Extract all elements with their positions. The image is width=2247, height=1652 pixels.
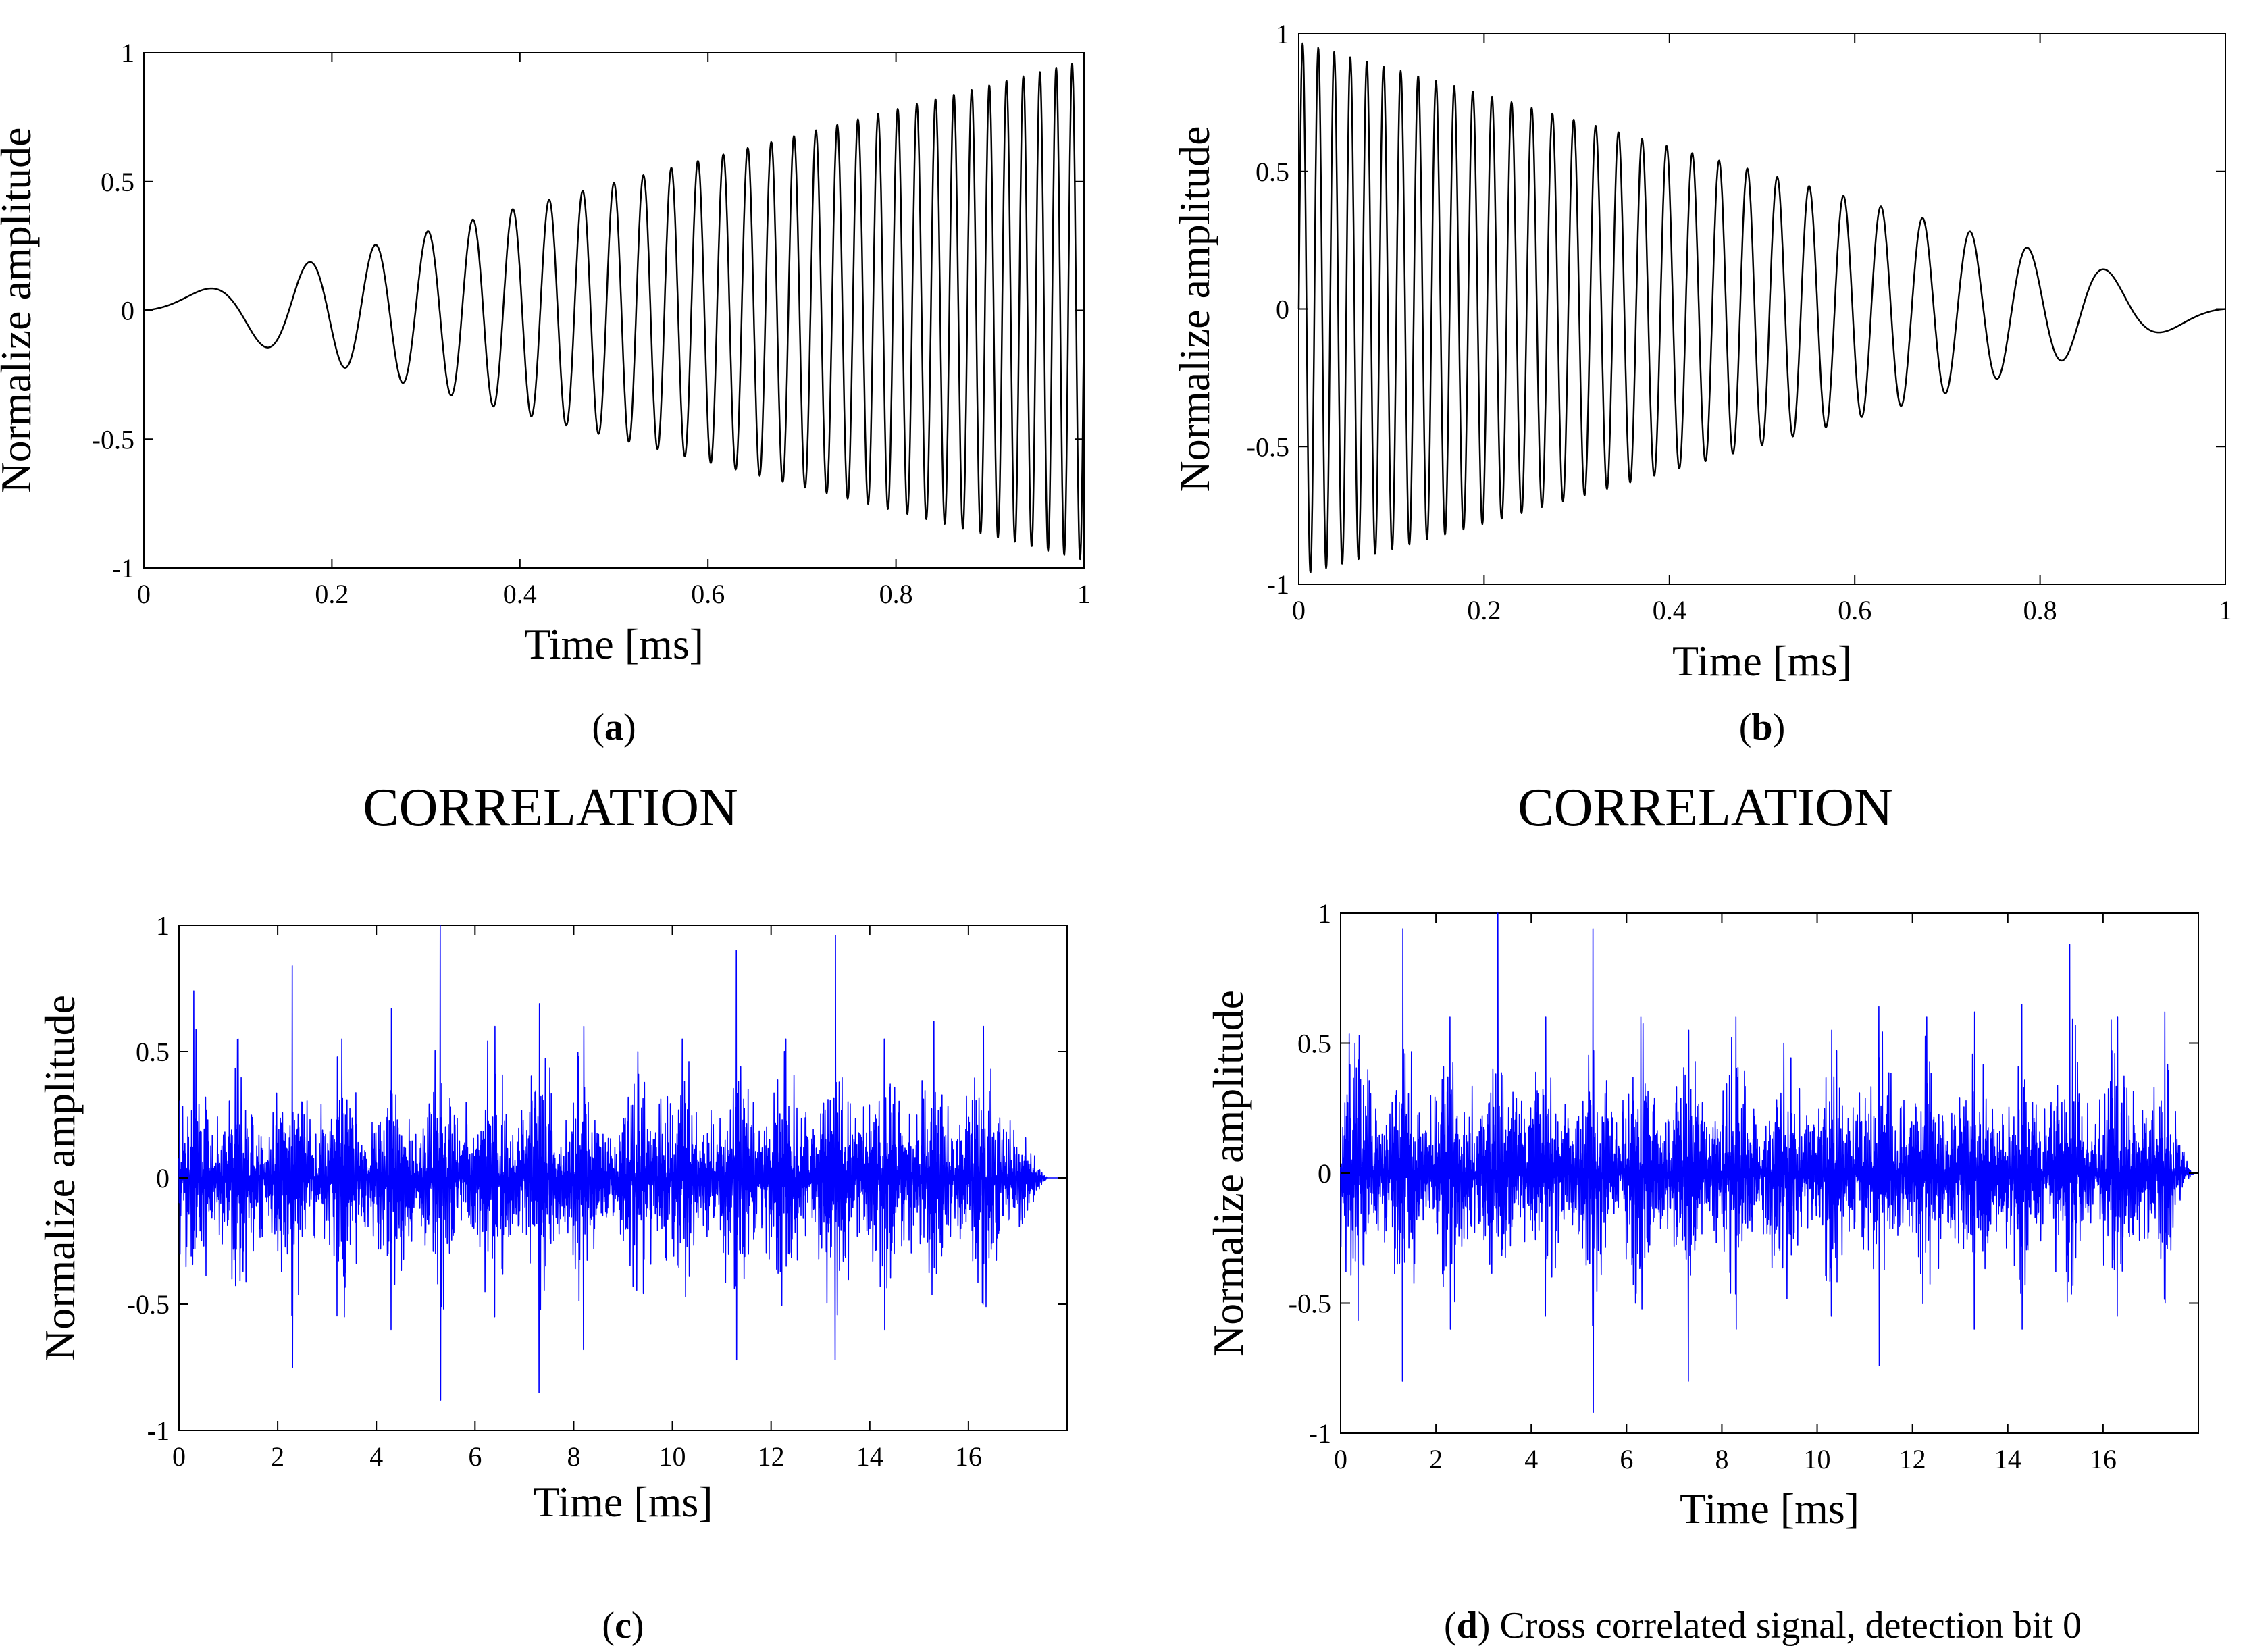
x-tick-label-c: 6 [468, 1441, 482, 1472]
x-tick-label-a: 0.4 [503, 579, 537, 609]
x-tick-label-a: 1 [1077, 579, 1091, 609]
x-tick-label-d: 0 [1334, 1444, 1347, 1474]
y-tick-label-d: 0 [1318, 1158, 1331, 1189]
x-tick-label-b: 0.6 [1838, 595, 1871, 625]
chart-a: 0 0.2 0.4 0.6 0.8 1 -1 -0.5 0 0.5 1 Time [ms] Normal… [0, 38, 1091, 748]
x-tick-label-d: 10 [1804, 1444, 1831, 1474]
y-tick-label-b: 0.5 [1256, 157, 1289, 187]
y-tick-label-d: 1 [1318, 898, 1331, 929]
x-tick-label-a: 0.8 [879, 579, 913, 609]
x-tick-label-b: 0 [1292, 595, 1306, 625]
caption-c: (c) [602, 1605, 644, 1647]
y-tick-label-c: 0.5 [136, 1037, 170, 1067]
x-axis-label-a: Time [ms] [524, 620, 704, 668]
x-axis-label-b: Time [ms] [1672, 637, 1852, 685]
x-tick-label-d: 12 [1899, 1444, 1926, 1474]
y-axis-label-d: Normalize amplitude [1204, 990, 1252, 1356]
x-tick-label-d: 4 [1524, 1444, 1538, 1474]
x-tick-label-b: 0.8 [2023, 595, 2057, 625]
x-axis-label-d: Time [ms] [1680, 1485, 1859, 1532]
y-tick-label-c: -0.5 [127, 1289, 170, 1320]
x-tick-label-d: 16 [2090, 1444, 2117, 1474]
y-tick-label-d: 0.5 [1297, 1029, 1331, 1059]
series-line-c [178, 925, 1068, 1401]
caption-a: (a) [592, 706, 636, 748]
y-tick-label-d: -0.5 [1289, 1289, 1331, 1319]
x-tick-label-c: 14 [856, 1441, 883, 1472]
y-tick-label-c: 1 [156, 910, 170, 941]
panels: 0 0.2 0.4 0.6 0.8 1 -1 -0.5 0 0.5 1 Time [ms] Normal… [0, 19, 2232, 1647]
x-tick-label-d: 6 [1620, 1444, 1633, 1474]
y-tick-label-c: 0 [156, 1163, 170, 1193]
x-tick-label-c: 4 [369, 1441, 383, 1472]
series-line-b [1297, 42, 2226, 573]
x-tick-label-c: 0 [172, 1441, 186, 1472]
x-tick-label-c: 2 [271, 1441, 284, 1472]
y-tick-label-b: 1 [1276, 19, 1289, 49]
caption-b: (b) [1739, 706, 1785, 748]
y-tick-label-a: 0 [121, 296, 134, 326]
chart-c: 0 2 4 6 8 10 12 14 16 -1 -0.5 0 0.5 1 Time [ms] Normali… [36, 910, 1068, 1647]
x-tick-label-d: 8 [1715, 1444, 1728, 1474]
y-axis-label-b: Normalize amplitude [1170, 126, 1218, 492]
x-tick-label-a: 0 [137, 579, 151, 609]
correlation-label-left: CORRELATION [363, 778, 738, 837]
series-line-d [1340, 912, 2199, 1413]
x-tick-label-c: 16 [955, 1441, 982, 1472]
x-tick-label-c: 10 [659, 1441, 686, 1472]
x-tick-label-c: 12 [758, 1441, 785, 1472]
y-tick-label-a: 1 [121, 38, 134, 68]
chart-d: 0 2 4 6 8 10 12 14 16 -1 -0.5 0 0.5 1 Time [ms] Normali… [1204, 898, 2199, 1647]
x-tick-label-b: 0.4 [1653, 595, 1686, 625]
x-tick-label-c: 8 [567, 1441, 580, 1472]
chart-b: 0 0.2 0.4 0.6 0.8 1 -1 -0.5 0 0.5 1 Time [ms] Normal… [1170, 19, 2232, 748]
y-tick-label-b: 0 [1276, 294, 1289, 325]
y-tick-label-d: -1 [1309, 1418, 1331, 1449]
caption-d: (d) Cross correlated signal, detection b… [1444, 1605, 2082, 1647]
series-line-a [143, 63, 1085, 561]
y-axis-label-a: Normalize amplitude [0, 127, 40, 493]
x-tick-label-d: 2 [1429, 1444, 1443, 1474]
x-tick-label-a: 0.6 [691, 579, 725, 609]
y-tick-label-c: -1 [147, 1416, 170, 1446]
x-tick-label-d: 14 [1994, 1444, 2021, 1474]
y-tick-label-a: -0.5 [92, 424, 134, 455]
y-tick-label-b: -1 [1267, 569, 1289, 600]
x-tick-label-b: 1 [2219, 595, 2232, 625]
correlation-label-right: CORRELATION [1518, 778, 1893, 837]
x-tick-label-a: 0.2 [315, 579, 348, 609]
y-axis-label-c: Normalize amplitude [36, 995, 84, 1361]
x-axis-label-c: Time [ms] [533, 1478, 713, 1526]
x-tick-label-b: 0.2 [1467, 595, 1501, 625]
y-tick-label-b: -0.5 [1247, 432, 1289, 462]
y-tick-label-a: -1 [112, 553, 134, 584]
y-tick-label-a: 0.5 [101, 167, 134, 197]
